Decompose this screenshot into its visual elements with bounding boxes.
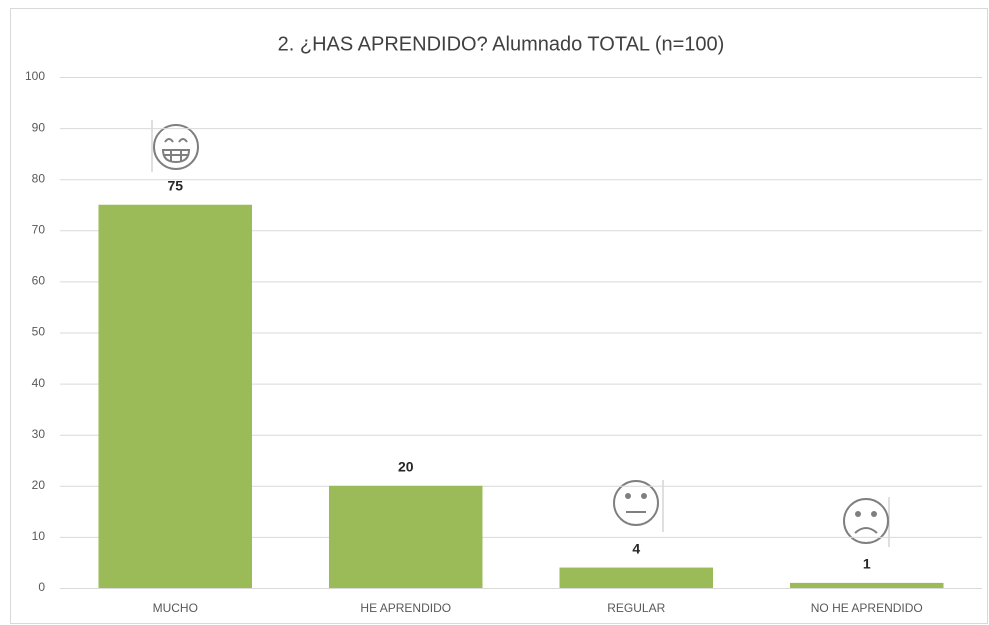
y-tick-label: 50 (32, 325, 46, 339)
y-tick-label: 60 (32, 274, 46, 288)
x-tick-label: MUCHO (153, 601, 198, 615)
x-tick-label: REGULAR (607, 601, 665, 615)
bar (328, 485, 483, 588)
value-label: 20 (398, 459, 414, 475)
emoji-neutral (613, 480, 664, 532)
chart-title: 2. ¿HAS APRENDIDO? Alumnado TOTAL (n=100… (278, 33, 725, 55)
value-label: 1 (863, 556, 871, 572)
emoji-sad (843, 497, 890, 547)
y-tick-label: 90 (32, 120, 46, 134)
y-tick-label: 100 (25, 69, 45, 83)
y-tick-label: 80 (32, 171, 46, 185)
y-tick-label: 30 (32, 427, 46, 441)
value-label: 4 (632, 540, 640, 556)
bar (98, 204, 253, 588)
y-tick-label: 10 (32, 529, 46, 543)
y-tick-label: 20 (32, 478, 46, 492)
x-tick-label: HE APRENDIDO (360, 601, 451, 615)
y-tick-label: 40 (32, 376, 46, 390)
y-tick-label: 70 (32, 222, 46, 236)
y-tick-label: 0 (38, 580, 45, 594)
bar (789, 582, 944, 588)
bar (559, 567, 714, 588)
value-label: 75 (167, 177, 183, 193)
x-tick-label: NO HE APRENDIDO (811, 601, 923, 615)
